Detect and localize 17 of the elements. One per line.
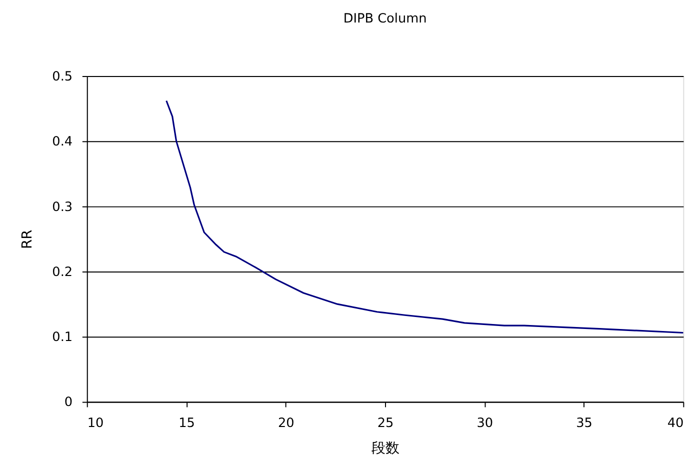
x-tick-label: 15 [178,416,195,431]
y-tick-label: 0.5 [52,69,73,84]
y-tick-label: 0.4 [52,134,73,150]
x-tick-label: 20 [278,416,294,431]
y-tick-label: 0.2 [52,264,73,280]
y-axis-title: RR [19,229,36,249]
x-tick-label: 25 [377,416,394,431]
x-tick-label: 40 [667,416,684,431]
chart-title: DIPB Column [343,12,427,27]
y-tick-label: 0.1 [52,330,73,346]
x-tick-label: 35 [576,416,592,431]
x-tick-label: 10 [87,416,104,431]
line-series [166,100,684,334]
y-tick-label: 0 [64,395,73,410]
x-axis-title: 段数 [372,440,400,457]
x-tick-label: 30 [476,416,494,431]
y-tick-label: 0.3 [52,200,73,215]
